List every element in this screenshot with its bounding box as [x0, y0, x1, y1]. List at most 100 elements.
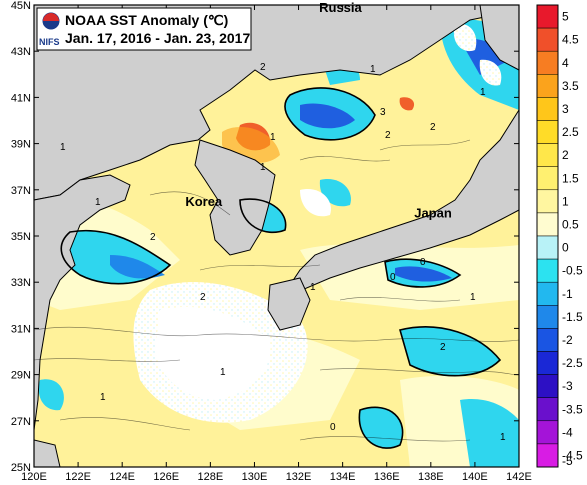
place-label-russia: Russia	[319, 0, 362, 15]
contour-value-label: 2	[260, 62, 266, 73]
contour-number-layer: 1 1 2 1 1 3 2 0 1 2 0 1 2 0 1 1 2 1 1 2 1	[60, 62, 506, 443]
colorbar-level-label: -5	[562, 454, 573, 468]
colorbar-level-label: -3	[562, 379, 573, 393]
colorbar-level-label: 5	[562, 10, 569, 24]
contour-value-label: 0	[330, 422, 336, 433]
lat-tick-label: 41N	[11, 92, 31, 104]
lon-tick-label: 142E	[506, 471, 532, 483]
colorbar-segment	[536, 397, 559, 422]
colorbar-level-label: 0.5	[562, 217, 579, 231]
lon-tick-label: 120E	[21, 471, 47, 483]
latitude-axis: 25N 27N 29N 31N 33N 35N 37N 39N 41N 43N 45N	[11, 0, 519, 474]
place-label-layer: Russia Korea Japan	[185, 0, 452, 221]
colorbar-level-label: 1	[562, 194, 569, 208]
lat-tick-label: 39N	[11, 139, 31, 151]
contour-value-label: 2	[440, 342, 446, 353]
colorbar-segment	[536, 143, 559, 167]
map-date-range: Jan. 17, 2016 - Jan. 23, 2017	[65, 30, 250, 46]
colorbar-level-label: -0.5	[562, 264, 583, 278]
colorbar-level-label: 4.5	[562, 33, 579, 47]
lon-tick-label: 128E	[198, 471, 224, 483]
colorbar-level-label: -2.5	[562, 356, 583, 370]
contour-value-label: 1	[100, 392, 106, 403]
colorbar-level-label: 3.5	[562, 79, 579, 93]
contour-value-label: 1	[260, 162, 266, 173]
contour-value-label: 1	[310, 282, 316, 293]
lon-tick-label: 130E	[242, 471, 268, 483]
lat-tick-label: 37N	[11, 185, 31, 197]
colorbar-level-label: 0	[562, 241, 569, 255]
contour-value-label: 1	[270, 132, 276, 143]
colorbar-segment	[536, 212, 559, 237]
colorbar-segment	[536, 351, 559, 375]
contour-value-label: 1	[60, 142, 66, 153]
place-label-korea: Korea	[185, 194, 223, 209]
colorbar-segment	[536, 74, 559, 98]
contour-value-label: 0	[390, 272, 396, 283]
colorbar-level-label: -3.5	[562, 402, 583, 416]
colorbar-segment	[536, 443, 559, 468]
colorbar-level-label: -4.5	[562, 448, 583, 462]
contour-value-label: 2	[385, 130, 391, 141]
lat-tick-label: 29N	[11, 370, 31, 382]
lon-tick-label: 122E	[65, 471, 91, 483]
longitude-axis: 120E 122E 124E 126E 128E 130E 132E 134E 136E 138E…	[21, 5, 532, 483]
lon-tick-label: 132E	[286, 471, 312, 483]
lat-tick-label: 45N	[11, 0, 31, 12]
contour-value-label: 2	[200, 292, 206, 303]
colorbar-segment	[536, 120, 559, 144]
contour-value-label: 2	[430, 122, 436, 133]
land-masses	[34, 5, 519, 467]
lat-tick-label: 33N	[11, 277, 31, 289]
map-title: NOAA SST Anomaly (℃)	[65, 12, 228, 28]
place-label-japan: Japan	[414, 206, 452, 221]
contour-value-label: 0	[420, 257, 426, 268]
colorbar-segment	[536, 374, 559, 398]
lat-tick-label: 25N	[11, 462, 31, 474]
colorbar-segment	[536, 420, 559, 445]
contour-value-label: 1	[470, 292, 476, 303]
colorbar-segment	[536, 235, 559, 260]
nifs-logo-icon	[42, 12, 60, 30]
contour-value-label: 1	[370, 64, 376, 75]
lat-tick-label: 35N	[11, 231, 31, 243]
contour-value-label: 1	[500, 432, 506, 443]
contour-value-label: 1	[220, 367, 226, 378]
map-plot-area: 1 1 2 1 1 3 2 0 1 2 0 1 2 0 1 1 2 1 1 2 1	[34, 5, 519, 467]
colorbar-segment	[536, 27, 559, 52]
contour-value-label: 3	[380, 107, 386, 118]
contour-value-label: 1	[95, 197, 101, 208]
org-name: NIFS	[39, 37, 60, 47]
colorbar-level-label: 2.5	[562, 125, 579, 139]
colorbar-segment	[536, 258, 559, 283]
colorbar-border	[536, 4, 559, 468]
lon-tick-label: 124E	[109, 471, 135, 483]
lon-tick-label: 138E	[418, 471, 444, 483]
colorbar-level-label: 3	[562, 102, 569, 116]
contour-value-label: 2	[150, 232, 156, 243]
colorbar-level-label: -1	[562, 287, 573, 301]
colorbar-level-label: 2	[562, 148, 569, 162]
colorbar-level-label: -4	[562, 425, 573, 439]
colorbar-level-label: 4	[562, 56, 569, 70]
colorbar-segment	[536, 189, 559, 214]
lat-tick-label: 31N	[11, 323, 31, 335]
colorbar-level-label: 1.5	[562, 171, 579, 185]
lat-tick-label: 43N	[11, 46, 31, 58]
title-box: NIFS NOAA SST Anomaly (℃) Jan. 17, 2016 …	[36, 7, 252, 51]
lon-tick-label: 136E	[374, 471, 400, 483]
colorbar-segment	[536, 50, 559, 75]
lon-tick-label: 134E	[330, 471, 356, 483]
colorbar-segment	[536, 328, 559, 352]
colorbar-level-label: -2	[562, 333, 573, 347]
colorbar-level-label: -1.5	[562, 310, 583, 324]
colorbar: 5 4.5 4 3.5 3 2.5 2 1.5 1 0.5 0 -0.5 -1 -1.5 -2 -2.5 -3 -…	[536, 4, 583, 468]
lat-tick-label: 27N	[11, 416, 31, 428]
lon-tick-label: 126E	[153, 471, 179, 483]
lon-tick-label: 140E	[462, 471, 488, 483]
colorbar-segment	[536, 305, 559, 329]
zero-contours	[60, 87, 502, 449]
contour-value-label: 1	[480, 87, 486, 98]
colorbar-segment	[536, 166, 559, 191]
